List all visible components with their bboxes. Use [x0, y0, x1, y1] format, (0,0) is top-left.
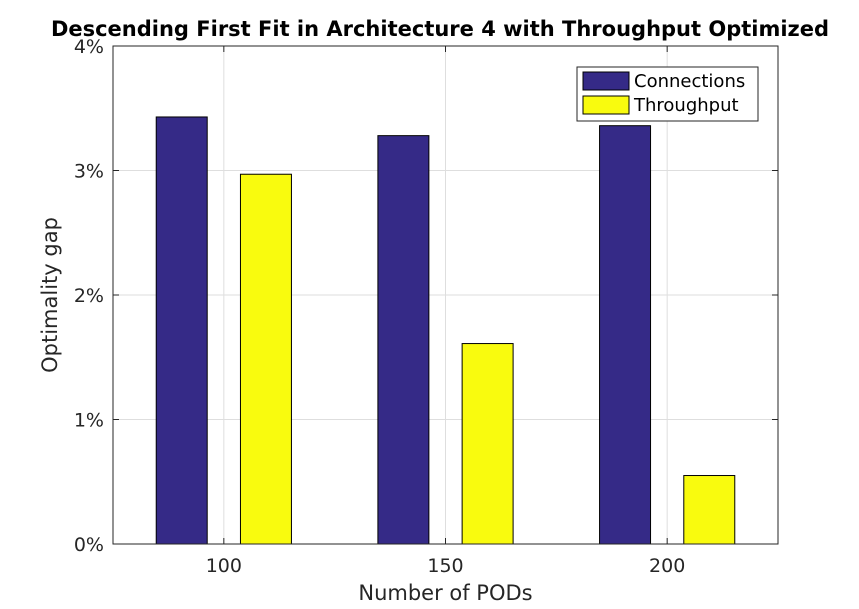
bar-connections-100: [155, 116, 208, 545]
bars: [155, 116, 736, 545]
legend-label-connections: Connections: [634, 71, 745, 92]
bar-connections-150: [377, 135, 430, 545]
bar-throughput-200: [683, 475, 736, 545]
legend-swatch-throughput: [582, 95, 630, 115]
legend-label-throughput: Throughput: [633, 95, 739, 116]
legend: Connections Throughput: [576, 66, 759, 122]
bar-throughput-100: [239, 173, 292, 545]
grid: [113, 46, 778, 544]
y-tick-label: 0%: [74, 534, 104, 556]
y-tick-label: 1%: [74, 410, 104, 432]
bar-throughput-150: [461, 343, 514, 545]
chart-title: Descending First Fit in Architecture 4 w…: [51, 17, 829, 41]
x-tick-label: 200: [649, 555, 685, 577]
y-tick-label: 3%: [74, 161, 104, 183]
x-tick-label: 100: [206, 555, 242, 577]
x-tick-label: 150: [427, 555, 463, 577]
x-axis-label: Number of PODs: [358, 581, 532, 605]
y-tick-label: 4%: [74, 36, 104, 58]
y-tick-label: 2%: [74, 285, 104, 307]
axis-ticks: 0% 1% 2% 3% 4% 100 150 200: [74, 36, 778, 577]
legend-swatch-connections: [582, 71, 630, 91]
bar-connections-200: [599, 125, 652, 545]
y-axis-label: Optimality gap: [38, 217, 62, 373]
